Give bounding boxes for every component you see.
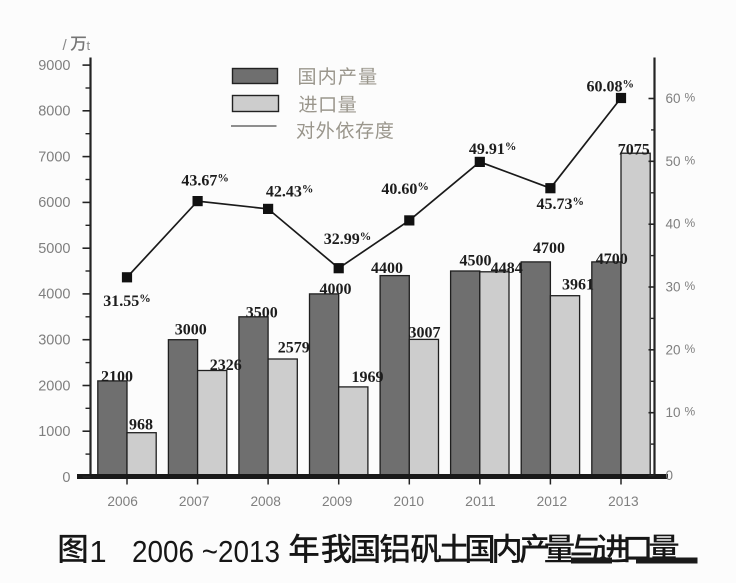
svg-text:49.91%: 49.91% — [469, 141, 517, 158]
svg-text:5000: 5000 — [38, 241, 70, 257]
svg-text:%: % — [685, 342, 696, 356]
svg-text:2100: 2100 — [101, 369, 133, 386]
svg-text:1000: 1000 — [38, 424, 70, 440]
svg-text:4400: 4400 — [371, 260, 403, 277]
svg-text:2011: 2011 — [465, 493, 496, 509]
svg-text:7000: 7000 — [38, 149, 70, 165]
svg-text:40.60%: 40.60% — [381, 181, 429, 198]
svg-text:60.08%: 60.08% — [587, 79, 635, 96]
svg-text:2326: 2326 — [210, 357, 242, 374]
svg-text:45.73%: 45.73% — [537, 196, 585, 213]
svg-text:1: 1 — [89, 534, 106, 569]
svg-text:4700: 4700 — [596, 251, 628, 268]
svg-text:2012: 2012 — [537, 493, 568, 509]
svg-text:31.55%: 31.55% — [103, 293, 151, 310]
svg-text:2009: 2009 — [322, 493, 353, 509]
svg-text:32.99%: 32.99% — [324, 231, 372, 248]
svg-text:0: 0 — [62, 470, 70, 486]
svg-text:3000: 3000 — [175, 322, 207, 339]
svg-text:t: t — [87, 38, 91, 53]
svg-text:20: 20 — [666, 342, 681, 357]
svg-text:%: % — [685, 153, 696, 167]
svg-text:/: / — [63, 37, 68, 54]
svg-text:2000: 2000 — [38, 378, 70, 394]
svg-text:4000: 4000 — [320, 281, 352, 298]
svg-text:2010: 2010 — [394, 493, 425, 509]
svg-text:7075: 7075 — [618, 142, 650, 159]
svg-text:60: 60 — [666, 91, 681, 106]
svg-text:2007: 2007 — [179, 493, 210, 509]
svg-text:42.43%: 42.43% — [266, 184, 314, 201]
svg-text:4500: 4500 — [460, 253, 492, 270]
svg-text:8000: 8000 — [38, 104, 70, 120]
svg-text:3961: 3961 — [562, 277, 594, 294]
svg-text:4000: 4000 — [38, 287, 70, 303]
svg-text:9000: 9000 — [38, 58, 70, 74]
svg-text:6000: 6000 — [38, 195, 70, 211]
svg-text:4484: 4484 — [491, 260, 523, 277]
svg-text:1969: 1969 — [352, 369, 384, 386]
svg-text:968: 968 — [129, 417, 153, 434]
svg-text:2008: 2008 — [250, 493, 281, 509]
svg-text:3007: 3007 — [409, 325, 441, 342]
svg-text:%: % — [685, 216, 696, 230]
svg-text:3000: 3000 — [38, 333, 70, 349]
svg-text:%: % — [685, 91, 696, 105]
svg-text:0: 0 — [666, 468, 674, 483]
svg-text:10: 10 — [666, 405, 681, 420]
svg-text:%: % — [685, 279, 696, 293]
svg-text:40: 40 — [666, 217, 681, 232]
svg-text:43.67%: 43.67% — [181, 173, 229, 190]
svg-text:4700: 4700 — [533, 240, 565, 257]
svg-text:2579: 2579 — [278, 340, 310, 357]
svg-text:50: 50 — [666, 154, 681, 169]
svg-text:30: 30 — [666, 280, 681, 295]
svg-text:3500: 3500 — [246, 305, 278, 322]
svg-text:2013: 2013 — [608, 493, 639, 509]
svg-text:2006 ~2013: 2006 ~2013 — [132, 534, 280, 569]
svg-text:2006: 2006 — [107, 493, 138, 509]
svg-text:%: % — [685, 405, 696, 419]
